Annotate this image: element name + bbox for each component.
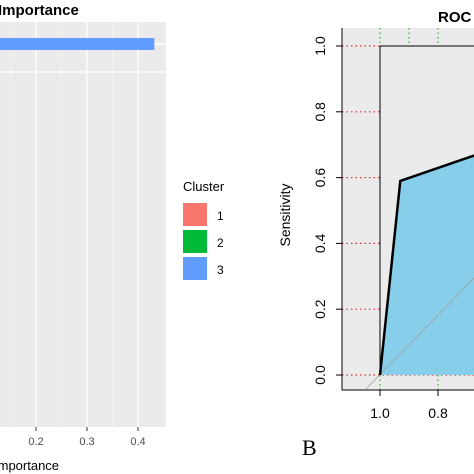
legend-title: Cluster: [183, 179, 225, 194]
roc-title: ROC: [438, 9, 472, 26]
legend-label-2: 2: [217, 236, 224, 250]
roc-y-tick-label: 0.6: [312, 168, 328, 188]
roc-curve-line: [378, 154, 474, 376]
roc-y-tick-label: 0.0: [312, 365, 328, 385]
x-tick-label: 0.2: [28, 436, 43, 448]
roc-area: [380, 155, 474, 375]
importance-bar-cluster-3: [0, 38, 155, 50]
roc-y-tick-label: 0.4: [312, 233, 328, 253]
cluster-legend: Cluster 1 2 3: [183, 179, 225, 280]
legend-swatch-1: [183, 203, 207, 226]
importance-xlabel: Importance: [0, 458, 59, 473]
x-tick-label: 0.4: [130, 436, 145, 448]
legend-label-3: 3: [217, 263, 224, 277]
importance-title: Importance: [0, 2, 79, 19]
roc-chart: 0.0 0.2 0.4 0.6 0.8 1.0 1.0 0.8 ROC Sensitivit…: [277, 9, 474, 460]
roc-ylabel: Sensitivity: [277, 183, 293, 246]
legend-swatch-2: [183, 230, 207, 253]
legend-swatch-3: [183, 257, 207, 280]
roc-diagonal: [365, 277, 474, 390]
roc-x-tick-label: 0.8: [428, 405, 448, 421]
panel-label-b: B: [302, 435, 317, 460]
x-tick-label: 0.3: [79, 436, 94, 448]
roc-x-tick-label: 1.0: [370, 405, 390, 421]
importance-panel: [0, 22, 166, 427]
importance-chart: 0.2 0.3 0.4 Importance Importance: [0, 2, 166, 473]
roc-y-tick-label: 0.2: [312, 299, 328, 319]
legend-label-1: 1: [217, 209, 224, 223]
roc-y-tick-label: 1.0: [312, 36, 328, 56]
roc-y-tick-label: 0.8: [312, 102, 328, 122]
